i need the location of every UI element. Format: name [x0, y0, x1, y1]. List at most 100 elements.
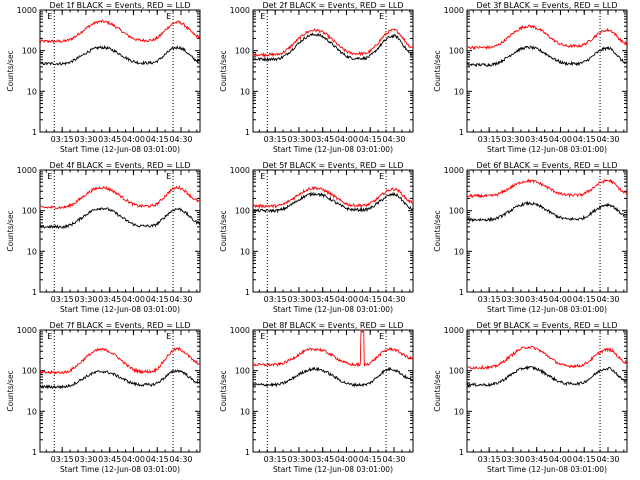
panel-det-7f: Det 7f BLACK = Events, RED = LLD 1000 100 1… — [6, 321, 201, 474]
x-tick-label: 03:30 — [287, 135, 310, 144]
y-tick-label: 10 — [240, 87, 250, 96]
x-tick-label: 03:15 — [51, 295, 74, 304]
x-tick-label: 04:30 — [169, 295, 192, 304]
panel-title: Det 1f BLACK = Events, RED = LLD — [49, 1, 190, 10]
x-axis-label: Start Time (12-Jun-08 03:01:00) — [487, 305, 607, 314]
x-axis-label: Start Time (12-Jun-08 03:01:00) — [60, 145, 180, 154]
x-tick-label: 04:15 — [146, 455, 169, 464]
series-line-events — [466, 200, 628, 223]
series-line-events — [252, 191, 414, 214]
y-tick-label: 10 — [240, 407, 250, 416]
panel-title: Det 4f BLACK = Events, RED = LLD — [49, 161, 190, 170]
x-tick-label: 03:45 — [311, 295, 334, 304]
e-marker: E — [47, 172, 52, 181]
y-tick-label: 1000 — [444, 6, 464, 15]
y-tick-label: 1000 — [17, 6, 37, 15]
x-tick-label: 03:15 — [51, 135, 74, 144]
series-line-events — [39, 368, 201, 390]
y-tick-label: 10 — [240, 247, 250, 256]
x-tick-label: 03:45 — [98, 295, 121, 304]
x-tick-label: 04:00 — [122, 455, 145, 464]
x-tick-label: 03:30 — [501, 135, 524, 144]
y-tick-label: 100 — [22, 207, 37, 216]
x-tick-label: 04:00 — [335, 455, 358, 464]
y-tick-label: 1000 — [17, 166, 37, 175]
x-tick-label: 03:15 — [478, 135, 501, 144]
x-tick-label: 04:00 — [549, 455, 572, 464]
y-tick-label: 100 — [449, 367, 464, 376]
x-tick-label: 04:30 — [382, 455, 405, 464]
e-marker: E — [166, 172, 171, 181]
series-line-lld — [39, 19, 201, 44]
x-tick-label: 03:45 — [98, 455, 121, 464]
x-tick-label: 04:15 — [359, 135, 382, 144]
e-marker: E — [260, 12, 265, 21]
y-tick-label: 100 — [235, 47, 250, 56]
series-line-lld — [252, 28, 414, 58]
panel-title: Det 2f BLACK = Events, RED = LLD — [262, 1, 403, 10]
series-line-lld — [466, 178, 628, 199]
e-marker: E — [47, 332, 52, 341]
y-tick-label: 1000 — [17, 326, 37, 335]
y-tick-label: 1000 — [444, 166, 464, 175]
y-tick-label: 1000 — [230, 6, 250, 15]
plot-frame — [466, 329, 628, 453]
x-axis-label: Start Time (12-Jun-08 03:01:00) — [273, 305, 393, 314]
x-tick-label: 03:30 — [287, 455, 310, 464]
panel-det-9f: Det 9f BLACK = Events, RED = LLD 1000 100 1… — [433, 321, 628, 474]
x-tick-label: 03:30 — [74, 135, 97, 144]
y-tick-label: 10 — [454, 407, 464, 416]
x-tick-label: 04:00 — [335, 135, 358, 144]
plot-frame — [466, 9, 628, 133]
series-line-lld — [252, 185, 414, 209]
x-tick-label: 03:45 — [525, 135, 548, 144]
x-tick-label: 04:30 — [382, 295, 405, 304]
x-tick-label: 03:30 — [501, 455, 524, 464]
y-tick-label: 1 — [32, 288, 37, 297]
panel-det-4f: Det 4f BLACK = Events, RED = LLD 1000 100 1… — [6, 161, 201, 314]
x-tick-label: 03:15 — [264, 135, 287, 144]
e-marker: E — [379, 12, 384, 21]
y-tick-label: 10 — [27, 247, 37, 256]
e-marker: E — [166, 332, 171, 341]
panel-title: Det 5f BLACK = Events, RED = LLD — [262, 161, 403, 170]
series-line-lld — [252, 329, 414, 368]
series-line-events — [466, 45, 628, 68]
series-line-events — [252, 366, 414, 388]
x-axis-label: Start Time (12-Jun-08 03:01:00) — [60, 465, 180, 474]
series-line-events — [466, 364, 628, 388]
x-tick-label: 04:30 — [596, 135, 619, 144]
x-tick-label: 04:30 — [169, 455, 192, 464]
e-marker: E — [379, 332, 384, 341]
plot-frame — [252, 169, 414, 293]
x-tick-label: 04:15 — [573, 455, 596, 464]
y-tick-label: 100 — [449, 47, 464, 56]
y-tick-label: 10 — [454, 247, 464, 256]
x-axis-label: Start Time (12-Jun-08 03:01:00) — [273, 145, 393, 154]
x-tick-label: 04:15 — [573, 135, 596, 144]
x-tick-label: 04:00 — [122, 135, 145, 144]
y-tick-label: 1000 — [230, 326, 250, 335]
y-tick-label: 10 — [27, 407, 37, 416]
y-tick-label: 10 — [454, 87, 464, 96]
panel-title: Det 6f BLACK = Events, RED = LLD — [476, 161, 617, 170]
y-tick-label: 1 — [459, 448, 464, 457]
panel-title: Det 9f BLACK = Events, RED = LLD — [476, 321, 617, 330]
y-tick-label: 100 — [235, 367, 250, 376]
plot-frame — [39, 9, 201, 133]
panel-title: Det 8f BLACK = Events, RED = LLD — [262, 321, 403, 330]
y-tick-label: 1000 — [444, 326, 464, 335]
y-tick-label: 1000 — [230, 166, 250, 175]
e-marker: E — [47, 12, 52, 21]
x-axis-label: Start Time (12-Jun-08 03:01:00) — [273, 465, 393, 474]
x-tick-label: 03:45 — [98, 135, 121, 144]
x-tick-label: 03:45 — [525, 295, 548, 304]
plot-frame — [252, 9, 414, 133]
y-tick-label: 100 — [235, 207, 250, 216]
series-line-events — [39, 207, 201, 230]
e-marker: E — [166, 12, 171, 21]
x-tick-label: 03:15 — [264, 455, 287, 464]
x-axis-label: Start Time (12-Jun-08 03:01:00) — [487, 465, 607, 474]
x-tick-label: 03:30 — [74, 455, 97, 464]
